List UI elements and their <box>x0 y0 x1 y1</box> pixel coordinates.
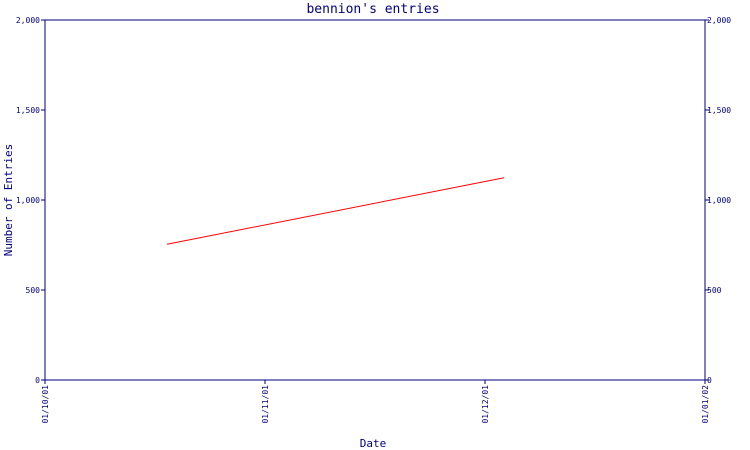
y-axis-left: 0 500 1,000 1,500 2,000 <box>16 16 45 385</box>
y-tick-label-left: 0 <box>35 376 40 385</box>
y-tick-label-right: 1,500 <box>707 106 731 115</box>
x-tick-label: 01/11/01 <box>261 385 270 424</box>
x-axis-label: Date <box>360 437 387 450</box>
x-axis: 01/10/01 01/11/01 01/12/01 01/01/02 <box>41 380 710 424</box>
chart-title: bennion's entries <box>306 2 439 17</box>
series-layer <box>166 177 505 245</box>
x-tick-label: 01/10/01 <box>41 385 50 424</box>
series-line-0 <box>166 177 505 245</box>
y-tick-label-left: 1,500 <box>16 106 40 115</box>
y-axis-right: 0 500 1,000 1,500 2,000 <box>705 16 731 385</box>
x-tick-label: 01/01/02 <box>701 385 710 424</box>
plot-frame <box>44 19 706 381</box>
y-tick-label-right: 1,000 <box>707 196 731 205</box>
y-tick-label-left: 2,000 <box>16 16 40 25</box>
y-tick-label-right: 0 <box>707 376 712 385</box>
x-tick-label: 01/12/01 <box>481 385 490 424</box>
y-tick-label-left: 1,000 <box>16 196 40 205</box>
y-axis-label: Number of Entries <box>2 144 15 257</box>
y-tick-label-right: 500 <box>707 286 722 295</box>
y-tick-label-left: 500 <box>26 286 41 295</box>
y-tick-label-right: 2,000 <box>707 16 731 25</box>
